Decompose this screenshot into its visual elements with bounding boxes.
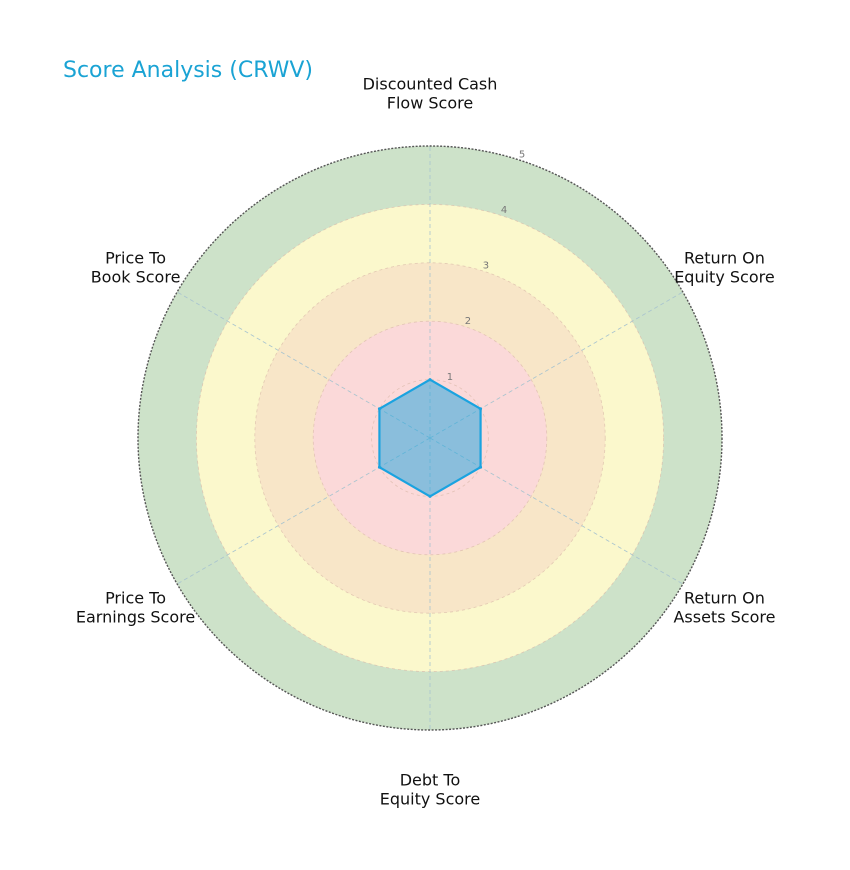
outer-border <box>137 145 723 731</box>
grid-circle-2 <box>312 320 548 556</box>
axis-label-5-line-0: Price To <box>105 249 166 268</box>
axis-label-5: Price To Book Score <box>91 249 181 287</box>
chart-title: Score Analysis (CRWV) <box>63 58 313 83</box>
axis-label-2: Return On Assets Score <box>673 589 775 627</box>
axis-label-1: Return On Equity Score <box>674 249 775 287</box>
axis-label-3-line-1: Equity Score <box>380 790 481 809</box>
axis-label-0: Discounted Cash Flow Score <box>363 75 498 113</box>
data-point-4 <box>377 465 381 469</box>
data-point-0 <box>428 378 432 382</box>
data-point-2 <box>479 465 483 469</box>
tick-label-4: 4 <box>501 205 507 216</box>
axis-label-0-line-1: Flow Score <box>387 94 473 113</box>
tick-label-3: 3 <box>483 261 489 272</box>
axis-label-5-line-1: Book Score <box>91 268 181 287</box>
axis-label-2-line-1: Assets Score <box>673 608 775 627</box>
tick-label-5: 5 <box>519 150 525 161</box>
data-point-3 <box>428 494 432 498</box>
axis-label-3: Debt To Equity Score <box>380 771 481 809</box>
axis-label-4-line-1: Earnings Score <box>76 608 195 627</box>
data-point-1 <box>479 407 483 411</box>
axis-label-1-line-0: Return On <box>684 249 765 268</box>
tick-label-2: 2 <box>465 316 471 327</box>
axis-label-0-line-0: Discounted Cash <box>363 75 498 94</box>
axis-label-4-line-0: Price To <box>105 589 166 608</box>
axis-label-2-line-0: Return On <box>684 589 765 608</box>
tick-label-1: 1 <box>447 372 453 383</box>
grid-circle-3 <box>254 262 606 614</box>
data-point-5 <box>377 407 381 411</box>
data-series <box>377 378 483 498</box>
radial-tick-labels: 1 2 3 4 5 <box>447 150 526 383</box>
axis-label-4: Price To Earnings Score <box>76 589 195 627</box>
axis-label-1-line-1: Equity Score <box>674 268 775 287</box>
axis-label-3-line-0: Debt To <box>400 771 461 790</box>
